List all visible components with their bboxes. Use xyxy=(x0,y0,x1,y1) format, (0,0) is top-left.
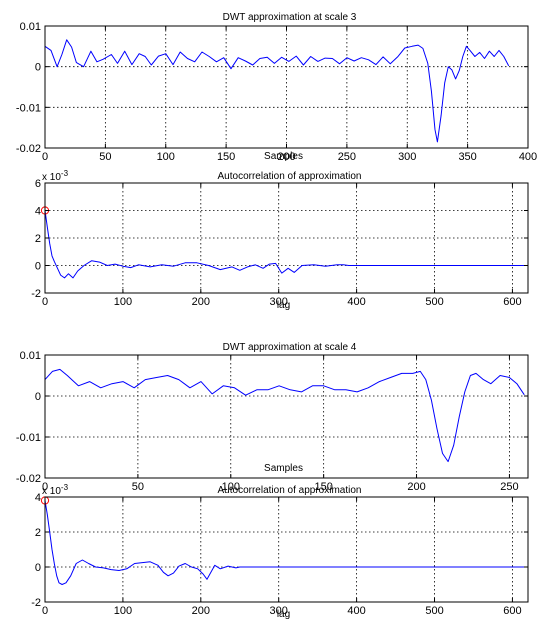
y-tick-label: 2 xyxy=(35,233,41,245)
x-tick-label: 100 xyxy=(157,151,175,163)
chart-title: Autocorrelation of approximation xyxy=(218,485,362,496)
x-tick-label: 600 xyxy=(503,296,521,308)
x-tick-label: 100 xyxy=(114,296,132,308)
x-tick-label: 400 xyxy=(347,605,365,617)
y-tick-label: 0.01 xyxy=(20,350,41,362)
y-tick-label: 2 xyxy=(35,527,41,539)
series-line xyxy=(44,500,528,585)
y-tick-label: 0.01 xyxy=(20,21,41,33)
chart-panel-2: 0 100 200 300 400 500 600-20246Autocorrelation… xyxy=(31,169,529,311)
chart-panel-4: 0 100 200 300 400 500 600-2024Autocorrelation … xyxy=(31,483,529,619)
x-tick-label: 400 xyxy=(347,296,365,308)
y-tick-label: 0 xyxy=(35,62,41,74)
chart-title: Autocorrelation of approximation xyxy=(218,171,362,182)
y-multiplier-label: x 10-3 xyxy=(42,483,69,497)
plot-area xyxy=(45,497,528,602)
y-tick-label: -0.02 xyxy=(16,473,41,485)
y-tick-label: -0.02 xyxy=(16,143,41,155)
x-tick-label: 200 xyxy=(277,151,295,163)
x-tick-label: 150 xyxy=(217,151,235,163)
x-tick-label: 200 xyxy=(407,481,425,493)
x-axis-label: Samples xyxy=(264,463,303,474)
x-axis-label: lag xyxy=(277,609,290,619)
y-tick-label: 0 xyxy=(35,562,41,574)
x-tick-label: 200 xyxy=(192,605,210,617)
y-tick-label: 6 xyxy=(35,178,41,190)
x-tick-label: 150 xyxy=(314,481,332,493)
plot-area xyxy=(45,355,528,478)
x-axis-label: lag xyxy=(277,300,290,311)
chart-panel-1: 0 50 100 150 200 250 300 350 400 -0.02 -0.01 0 0.01 D… xyxy=(16,12,537,163)
x-tick-label: 250 xyxy=(500,481,518,493)
x-tick-label: 300 xyxy=(270,296,288,308)
chart-panel-3: 0 50 100 150 200 250 -0.02 -0.01 0 0.01 DWT approx… xyxy=(16,342,529,493)
x-tick-label: 50 xyxy=(99,151,111,163)
y-tick-label: -0.01 xyxy=(16,432,41,444)
y-tick-label: 0 xyxy=(35,261,41,273)
x-tick-label: 0 xyxy=(42,605,48,617)
y-tick-label: -2 xyxy=(31,288,41,300)
chart-title: DWT approximation at scale 3 xyxy=(223,12,357,23)
x-tick-label: 0 xyxy=(42,296,48,308)
x-tick-label: 500 xyxy=(425,605,443,617)
y-tick-label: 0 xyxy=(35,391,41,403)
axes-box xyxy=(44,496,529,603)
x-axis-label: Samples xyxy=(264,151,303,162)
x-tick-label: 600 xyxy=(503,605,521,617)
y-tick-label: -2 xyxy=(31,597,41,609)
y-tick-label: -0.01 xyxy=(16,102,41,114)
x-tick-label: 0 xyxy=(42,151,48,163)
x-tick-label: 100 xyxy=(222,481,240,493)
y-tick-label: 4 xyxy=(35,492,41,504)
x-tick-label: 200 xyxy=(192,296,210,308)
chart-title: DWT approximation at scale 4 xyxy=(223,342,357,353)
x-tick-label: 400 xyxy=(519,151,537,163)
x-tick-label: 0 xyxy=(42,481,48,493)
axes-box xyxy=(44,354,529,479)
y-multiplier-label: x 10-3 xyxy=(42,169,69,183)
series-line xyxy=(44,39,510,143)
series-line xyxy=(44,210,528,279)
series-line xyxy=(44,368,525,463)
x-tick-label: 300 xyxy=(270,605,288,617)
x-tick-label: 300 xyxy=(398,151,416,163)
x-tick-label: 350 xyxy=(458,151,476,163)
x-tick-label: 100 xyxy=(114,605,132,617)
x-tick-label: 50 xyxy=(132,481,144,493)
y-tick-label: 4 xyxy=(35,206,41,218)
x-tick-label: 250 xyxy=(338,151,356,163)
x-tick-label: 500 xyxy=(425,296,443,308)
